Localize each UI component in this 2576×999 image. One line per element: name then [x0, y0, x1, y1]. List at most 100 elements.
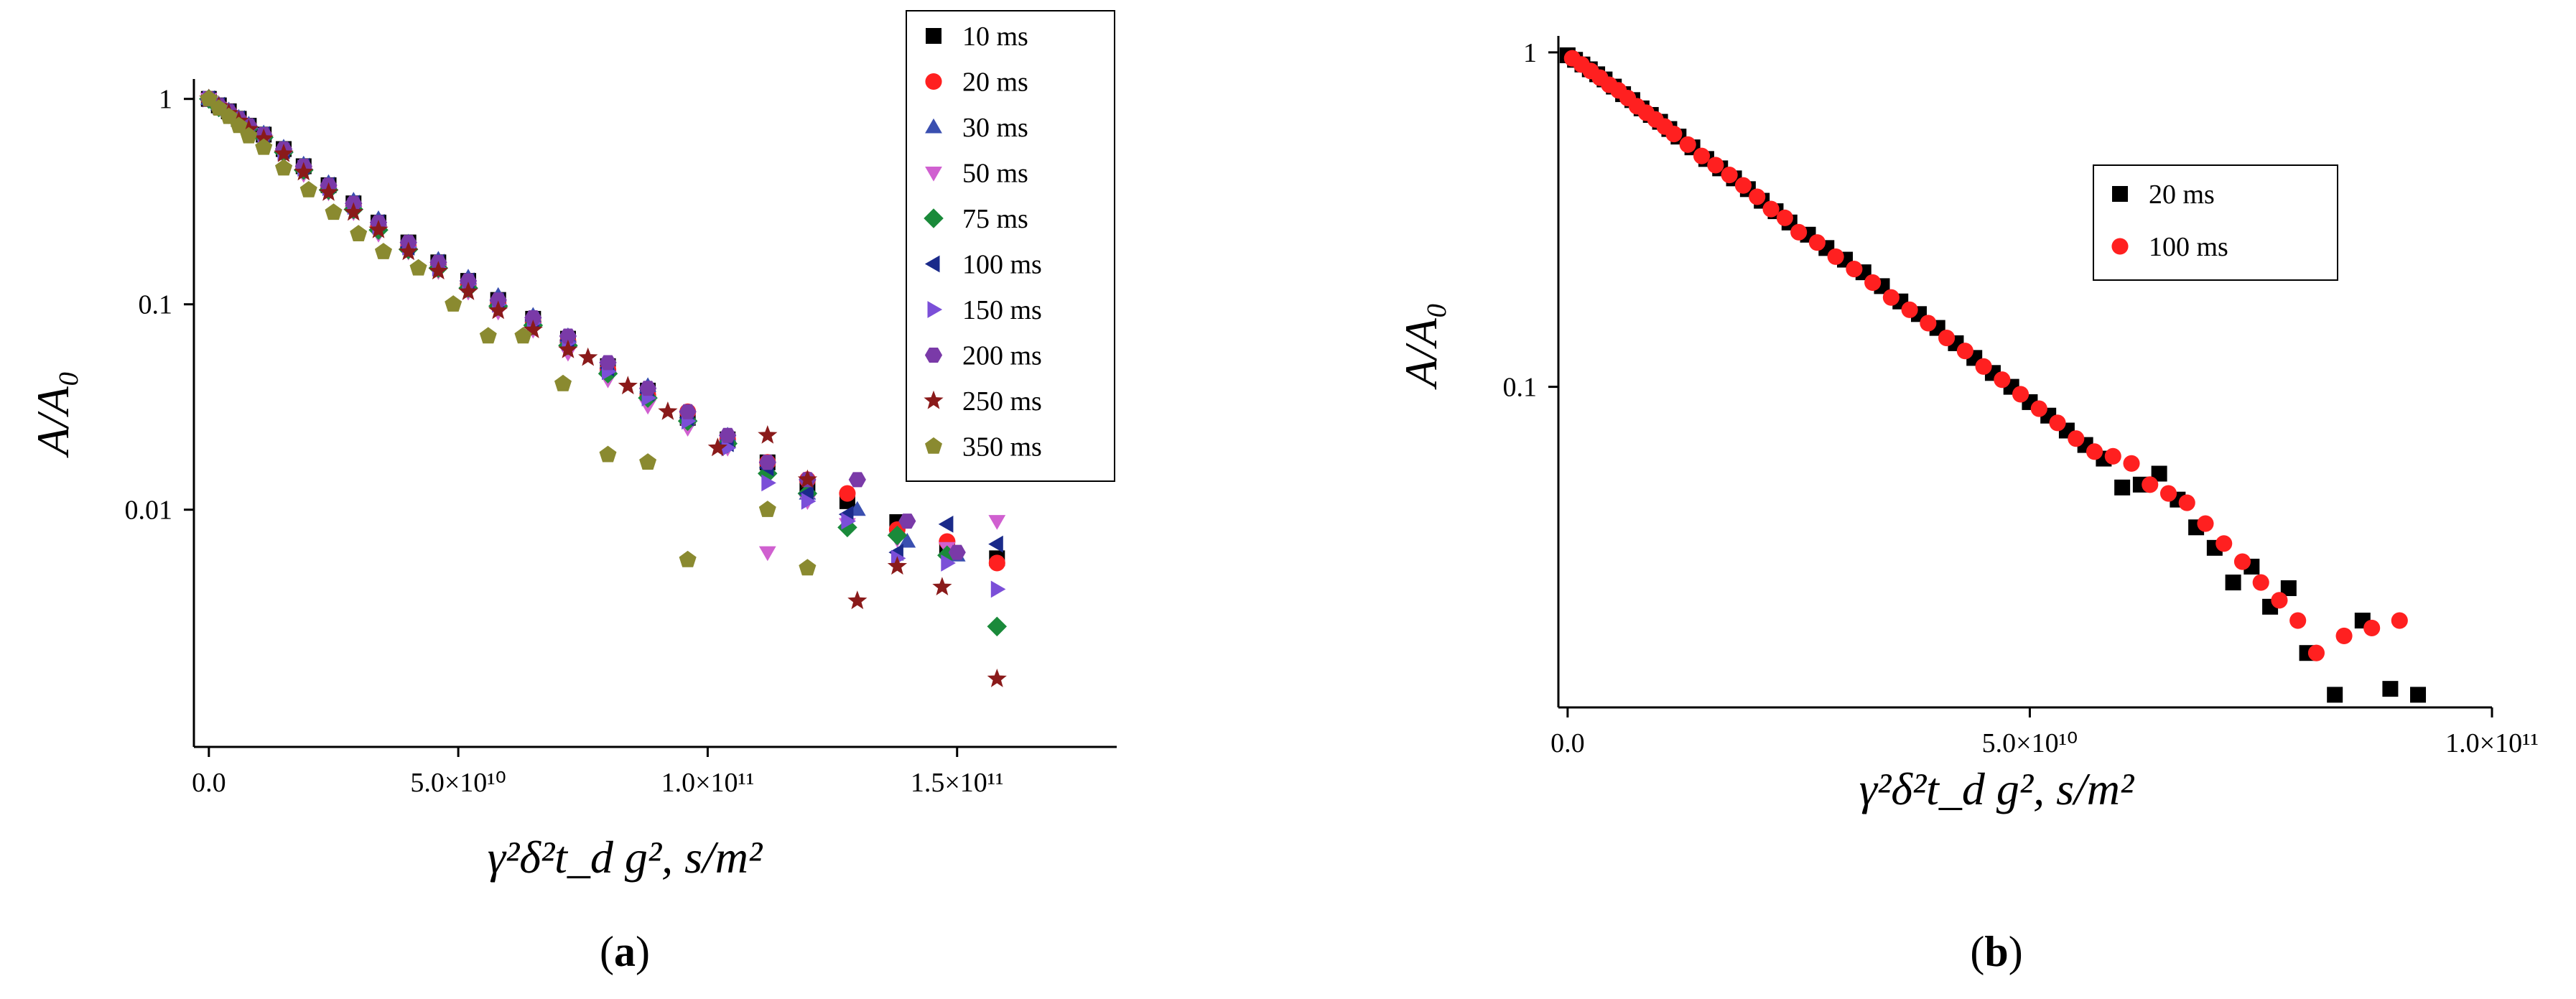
data-point [2307, 644, 2325, 661]
legend-marker [925, 167, 942, 182]
legend-label: 100 ms [962, 250, 1042, 280]
legend-marker [2112, 186, 2128, 202]
data-point [679, 404, 697, 419]
x-tick-label: 0.0 [192, 768, 226, 798]
data-point [679, 550, 697, 567]
y-tick-label: 1 [159, 85, 172, 115]
panel-a-x-axis-label: γ²δ²t_d g², s/m² [488, 832, 763, 883]
data-point [758, 425, 778, 444]
data-point [987, 616, 1007, 637]
legend-label: 250 ms [962, 386, 1042, 417]
data-point [2410, 687, 2427, 703]
data-point [254, 128, 274, 147]
data-point [489, 292, 507, 308]
data-point [898, 514, 916, 529]
legend-label: 50 ms [962, 159, 1028, 189]
data-point [839, 485, 856, 502]
data-point [758, 455, 776, 470]
legend-marker [924, 208, 944, 228]
data-point [523, 320, 543, 338]
data-point [274, 143, 294, 162]
data-point [428, 261, 448, 280]
data-point [618, 376, 638, 395]
data-point [458, 282, 478, 300]
panel-a-y-axis-label: A/A₀ [27, 371, 78, 458]
data-point [988, 515, 1006, 530]
data-point [848, 472, 866, 488]
data-point [2104, 447, 2121, 465]
data-point [299, 181, 317, 198]
data-point [200, 90, 218, 106]
data-point [988, 535, 1003, 553]
data-point [1846, 261, 1863, 278]
data-point [941, 554, 956, 572]
legend-label: 150 ms [962, 295, 1042, 325]
panel-a-ticks: 0.0 5.0×10¹⁰ 1.0×10¹¹ 1.5×10¹¹ 1 0.1 0.01 [125, 85, 1004, 798]
panel-a-caption-letter: a [614, 928, 636, 975]
data-point [559, 328, 577, 344]
data-point [255, 138, 273, 155]
data-point [2012, 386, 2029, 403]
data-point [558, 339, 578, 358]
data-point [841, 512, 856, 530]
data-point [343, 202, 363, 221]
data-point [240, 126, 258, 144]
series-10-ms [200, 90, 1005, 567]
data-point [1679, 136, 1696, 153]
data-point [1749, 188, 1766, 205]
data-point [2068, 430, 2085, 447]
data-point [2233, 553, 2251, 570]
data-point [938, 516, 954, 533]
data-point [1882, 289, 1900, 306]
legend-marker [924, 255, 940, 273]
data-point [514, 327, 532, 344]
legend-label: 200 ms [962, 341, 1042, 371]
data-point [1808, 234, 1826, 251]
data-point [799, 559, 817, 576]
legend-label: 75 ms [962, 204, 1028, 234]
y-tick-label: 0.1 [139, 290, 173, 320]
data-point [658, 401, 678, 420]
legend-label: 10 ms [962, 22, 1028, 52]
legend-marker [924, 390, 944, 409]
legend-marker [926, 28, 941, 44]
data-point [2363, 619, 2381, 637]
data-point [987, 669, 1007, 687]
data-point [368, 220, 389, 238]
data-point [1762, 200, 1780, 218]
data-point [1665, 126, 1683, 143]
data-point [2123, 455, 2140, 472]
data-point [707, 437, 727, 457]
panel-b: 0.0 5.0×10¹⁰ 1.0×10¹¹ 1 0.1 A/A₀ γ²δ²t_d g²,… [1395, 36, 2539, 975]
data-point [1864, 274, 1882, 291]
data-point [1734, 177, 1752, 194]
series-250-ms [199, 88, 1007, 687]
data-point [409, 259, 427, 276]
data-point [887, 525, 908, 546]
data-point [801, 493, 817, 510]
data-point [2225, 575, 2241, 591]
data-point [2030, 400, 2047, 417]
data-point [2159, 485, 2177, 502]
data-point [887, 556, 907, 575]
data-point [220, 107, 238, 124]
legend-marker [927, 301, 943, 318]
panel-b-caption-letter: b [1984, 928, 2008, 975]
data-point [275, 159, 293, 176]
series-200-ms [200, 91, 966, 560]
data-point [318, 182, 339, 201]
data-point [898, 532, 916, 548]
data-point [2335, 627, 2353, 644]
series-350-ms [200, 90, 817, 576]
data-point [2086, 443, 2103, 460]
data-point [2327, 687, 2343, 703]
data-point [1901, 301, 1918, 318]
data-point [1920, 315, 1937, 332]
series-100-ms [200, 90, 1003, 561]
data-point [990, 580, 1006, 598]
data-point [2142, 476, 2159, 493]
data-point [479, 327, 497, 344]
data-point [1707, 157, 1724, 174]
data-point [1776, 209, 1793, 226]
